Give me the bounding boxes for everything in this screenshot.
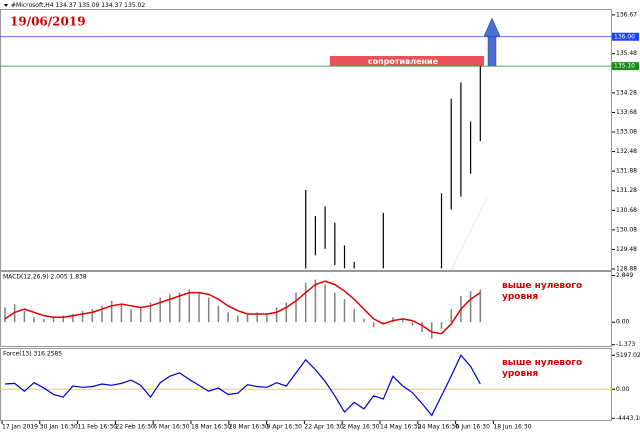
x-tick-label: 28 Mar 16:30 bbox=[229, 424, 269, 431]
y-tick-label: 2.849 bbox=[616, 272, 633, 279]
y-tick-label: 133.08 bbox=[616, 129, 637, 136]
x-tick-label: 2 May 16:30 bbox=[342, 424, 380, 431]
indicator-title: MACD(12,26,9) 2.005 1.838 bbox=[3, 274, 87, 281]
annotation-box bbox=[330, 56, 484, 66]
y-tick-label: 128.88 bbox=[616, 266, 637, 273]
macd-frame bbox=[0, 271, 612, 347]
x-tick-label: 22 Apr 16:30 bbox=[304, 424, 343, 431]
x-tick-label: 14 May 16:30 bbox=[380, 424, 421, 431]
price-label: 136.00 bbox=[614, 33, 635, 40]
arrow bbox=[483, 17, 501, 67]
price-label-bg bbox=[612, 32, 639, 41]
x-tick-label: 9 Apr 16:30 bbox=[267, 424, 302, 431]
y-tick-label: 130.08 bbox=[616, 226, 637, 233]
x-tick-label: 11 Feb 16:30 bbox=[78, 424, 118, 431]
y-tick-label: 131.28 bbox=[616, 187, 637, 194]
header: #Microsoft,H4 134.37 135.09 134.37 135.0… bbox=[11, 2, 145, 9]
y-tick-label: 135.48 bbox=[616, 50, 637, 57]
y-tick-label: 136.67 bbox=[616, 11, 637, 18]
trend-line bbox=[450, 197, 488, 271]
x-tick-label: 17 Jan 2019 bbox=[2, 424, 38, 431]
y-tick-label: 133.68 bbox=[616, 109, 637, 116]
y-tick-label: 130.68 bbox=[616, 207, 637, 214]
y-tick-label: 0.00 bbox=[616, 319, 630, 326]
y-tick-label: 131.88 bbox=[616, 168, 637, 175]
x-tick-label: 18 Mar 16:30 bbox=[191, 424, 231, 431]
price-label-bg bbox=[612, 62, 639, 71]
x-tick-label: 18 Jun 16:30 bbox=[493, 424, 531, 431]
price-frame bbox=[0, 9, 612, 271]
x-tick-label: 22 Feb 16:30 bbox=[115, 424, 155, 431]
annotation: сопротивление bbox=[368, 57, 439, 66]
y-tick-label: 134.28 bbox=[616, 89, 637, 96]
force-line bbox=[4, 354, 481, 417]
y-tick-label: 0.00 bbox=[616, 386, 630, 393]
x-tick-label: 6 Jun 16:30 bbox=[456, 424, 490, 431]
y-tick-label: 129.48 bbox=[616, 246, 637, 253]
y-tick-label: -4443.18 bbox=[616, 415, 640, 422]
x-tick-label: 30 Jan 16:30 bbox=[40, 424, 78, 431]
x-tick-label: 24 May 16:30 bbox=[418, 424, 459, 431]
signal-line bbox=[4, 280, 481, 335]
force-frame bbox=[0, 348, 612, 421]
menu-icon[interactable] bbox=[4, 4, 8, 7]
y-tick-label: -1.373 bbox=[616, 341, 636, 348]
y-tick-label: 132.48 bbox=[616, 148, 637, 155]
price-label: 135.10 bbox=[614, 63, 635, 70]
indicator-title: Force(13) 316.2585 bbox=[3, 351, 62, 358]
annotation: выше нулевого уровня bbox=[502, 281, 582, 302]
annotation: выше нулевого уровня bbox=[502, 358, 582, 379]
y-tick-label: 5197.021 bbox=[616, 352, 640, 359]
date-note: 19/06/2019 bbox=[10, 15, 86, 29]
x-tick-label: 6 Mar 16:30 bbox=[153, 424, 189, 431]
